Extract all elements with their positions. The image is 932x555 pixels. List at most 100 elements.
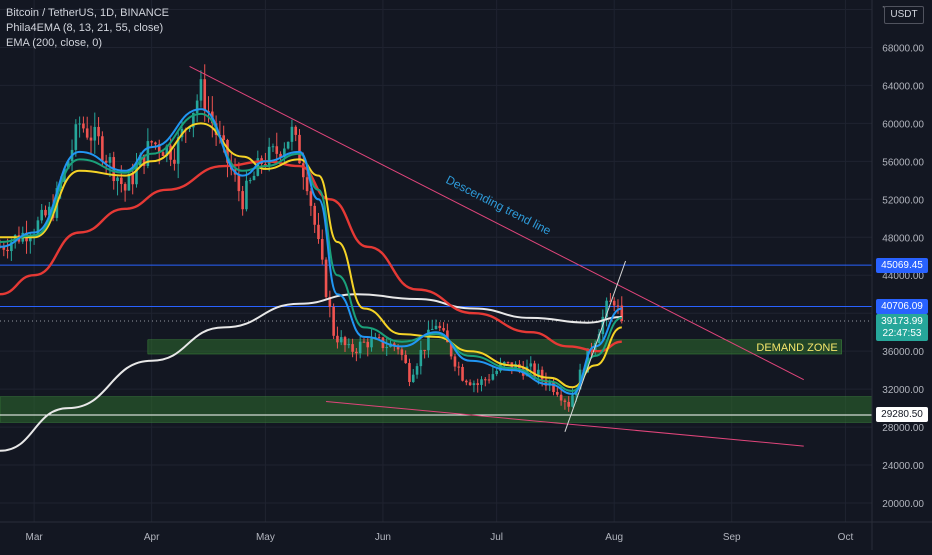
candle-body [203,79,207,111]
candle-body [609,300,612,302]
candle-body [423,349,426,351]
candle-body [540,369,544,380]
price-tag: 40706.09 [876,298,928,314]
candle-body [294,126,298,135]
line-ema8 [0,108,623,395]
candle-body [430,329,434,331]
candle-body [241,191,244,210]
demand-zone [147,339,842,355]
candle-body [449,342,453,357]
candle-body [533,363,536,377]
candle-body [358,341,362,354]
chart-legend: Bitcoin / TetherUS, 1D, BINANCE Phila4EM… [6,6,169,51]
candle-body [2,246,6,250]
x-tick-label: Jul [490,532,503,543]
y-tick-label: 60000.00 [882,119,924,130]
trend-line-annotation: Descending trend line [444,173,554,238]
trendlines[interactable] [189,65,804,447]
x-tick-label: Oct [838,532,854,543]
currency-button[interactable]: USDT [884,6,924,24]
demand-zone-label: DEMAND ZONE [756,342,837,354]
candle-body [347,344,351,346]
candle-body [578,369,582,390]
candle-body [362,341,366,343]
candle-body [226,139,229,163]
candle-body [248,180,252,182]
candle-body [176,137,180,164]
candles [0,64,624,412]
zones: DEMAND ZONE [0,339,873,423]
candle-body [142,154,146,166]
candle-body [438,325,442,329]
candle-body [154,142,157,145]
candle-body [620,305,624,322]
candle-body [377,337,381,339]
candle-body [495,370,498,375]
y-tick-label: 24000.00 [882,461,924,472]
ema-lines [0,108,623,452]
price-tag: 45069.45 [876,257,928,273]
line-ema200 [0,293,622,452]
candle-body [605,300,608,317]
x-tick-label: Aug [605,532,623,543]
candle-body [74,124,78,150]
candle-body [6,249,9,252]
countdown-tag: 22:47:53 [876,325,928,341]
x-tick-label: Sep [723,532,741,543]
candle-body [222,135,225,140]
candle-body [506,362,510,364]
legend-symbol[interactable]: Bitcoin / TetherUS, 1D, BINANCE [6,7,170,19]
candle-body [89,137,93,141]
candle-body [483,379,487,381]
candle-body [245,180,248,210]
candle-body [612,300,616,306]
candle-body [563,400,567,402]
candle-body [404,354,407,364]
candle-body [491,374,495,380]
candle-body [427,329,430,351]
y-tick-label: 36000.00 [882,347,924,358]
y-tick-label: 32000.00 [882,385,924,396]
y-tick-label: 52000.00 [882,195,924,206]
candle-body [434,325,438,330]
candle-body [157,144,161,153]
legend-indicator-ema200[interactable]: EMA (200, close, 0) [6,37,102,49]
candle-body [305,177,309,192]
candle-body [396,346,400,350]
candle-body [279,153,282,158]
annotations: Descending trend line [444,173,554,238]
candle-body [453,356,457,367]
candle-body [567,401,570,407]
candle-body [487,379,491,381]
descending-trend-line [189,65,804,381]
candle-body [120,177,123,185]
candle-body [385,347,389,349]
candle-body [127,173,131,191]
candle-body [355,351,358,354]
candle-body [556,392,559,395]
candle-body [169,145,172,160]
candle-body [267,146,271,166]
y-tick-label: 68000.00 [882,43,924,54]
x-tick-label: Jun [375,532,391,543]
grid [0,0,872,522]
candle-body [559,394,563,401]
line-ema21 [0,122,623,389]
candle-body [97,126,100,137]
candle-body [476,383,480,385]
candle-body [237,174,241,192]
candle-body [544,379,548,386]
candle-body [313,205,316,225]
legend-indicator-ema4[interactable]: Phila4EMA (8, 13, 21, 55, close) [6,22,164,34]
candle-body [446,330,449,343]
candle-body [411,374,415,383]
candle-body [468,382,472,386]
candle-body [150,141,153,143]
candle-body [465,380,468,383]
candle-body [264,163,267,166]
candle-body [309,191,313,206]
candle-body [324,259,328,297]
